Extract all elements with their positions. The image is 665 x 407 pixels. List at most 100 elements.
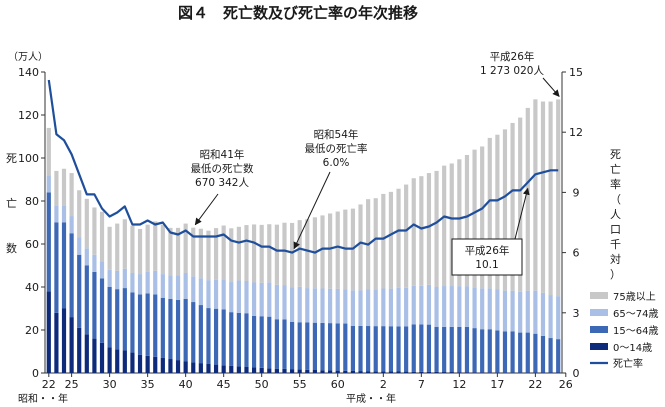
bar-age-15-64 (198, 305, 203, 364)
annotation-latest-deaths: 平成26年 (490, 50, 535, 63)
bar-age-15-64 (122, 288, 127, 351)
bar-age-0-14 (312, 369, 317, 373)
legend-label: 15～64歳 (613, 325, 658, 337)
bar-age-0-14 (525, 372, 530, 373)
bar-age-15-64 (267, 316, 272, 369)
bar-age-65-74 (145, 271, 150, 294)
bar-age-0-14 (358, 371, 363, 373)
bar-age-15-64 (92, 271, 97, 339)
bar-age-75-plus (77, 190, 82, 238)
bar-age-65-74 (472, 287, 477, 329)
bar-age-15-64 (236, 312, 241, 367)
bar-age-65-74 (282, 285, 287, 320)
bar-age-75-plus (328, 213, 333, 289)
x-tick-label: 26 (559, 378, 573, 391)
bar-age-65-74 (411, 285, 416, 325)
bar-age-0-14 (480, 372, 485, 373)
bar-age-65-74 (46, 175, 51, 193)
bar-age-65-74 (464, 286, 470, 327)
bar-age-65-74 (442, 286, 447, 327)
bar-age-0-14 (229, 365, 234, 373)
bar-age-65-74 (130, 273, 135, 293)
right-axis-label-char: 率 (610, 177, 621, 191)
bar-age-65-74 (236, 280, 241, 313)
bar-age-0-14 (46, 291, 51, 373)
bar-age-65-74 (502, 290, 508, 332)
bar-age-75-plus (373, 198, 378, 290)
bar-age-15-64 (191, 302, 196, 363)
bar-age-15-64 (312, 322, 317, 370)
right-tick-label: 0 (573, 367, 580, 380)
bar-age-15-64 (449, 326, 454, 373)
bar-age-0-14 (77, 327, 82, 373)
bar-age-15-64 (350, 325, 356, 371)
bar-age-75-plus (426, 173, 432, 285)
bar-age-75-plus (46, 127, 51, 176)
axes (41, 71, 567, 377)
bar-age-65-74 (274, 284, 279, 320)
bar-age-65-74 (99, 261, 105, 279)
left-tick-label: 140 (18, 66, 39, 79)
bar-age-0-14 (548, 372, 553, 373)
bar-age-65-74 (54, 205, 59, 223)
bar-age-75-plus (137, 228, 143, 275)
bar-age-15-64 (54, 222, 59, 313)
left-axis-unit: （万人） (8, 51, 48, 63)
bar-age-0-14 (61, 308, 67, 373)
bar-age-65-74 (183, 273, 188, 299)
bar-age-15-64 (115, 289, 120, 350)
era-label-heisei: 平成・・年 (346, 392, 396, 405)
bar-age-75-plus (213, 228, 219, 280)
bar-age-75-plus (449, 163, 454, 287)
bar-age-65-74 (84, 248, 89, 266)
bar-age-65-74 (396, 287, 401, 327)
bar-age-65-74 (358, 290, 363, 326)
bar-age-75-plus (419, 176, 424, 286)
bar-age-75-plus (61, 168, 67, 206)
bar-age-65-74 (122, 268, 127, 289)
annotation-min-rate: 最低の死亡率 (305, 142, 368, 155)
bar-age-15-64 (145, 293, 150, 356)
bar-age-0-14 (191, 362, 196, 373)
bar-age-15-64 (183, 298, 188, 362)
bar-age-0-14 (244, 366, 249, 373)
right-tick-label: 3 (573, 307, 580, 320)
x-tick-label: 22 (528, 378, 542, 391)
annotation-latest-deaths-arrow (542, 77, 560, 97)
bar-age-75-plus (335, 211, 340, 289)
bar-age-75-plus (153, 221, 158, 271)
bar-age-15-64 (487, 329, 492, 373)
bar-age-65-74 (297, 286, 302, 323)
right-tick-label: 6 (573, 247, 580, 260)
bar-age-65-74 (312, 288, 317, 323)
bar-age-75-plus (168, 227, 173, 276)
bar-age-65-74 (259, 282, 264, 317)
bar-age-65-74 (77, 237, 82, 255)
bar-age-15-64 (282, 319, 287, 369)
left-tick-label: 20 (25, 324, 39, 337)
bar-age-0-14 (183, 361, 188, 373)
right-axis-label-char: ） (610, 268, 621, 281)
bar-age-65-74 (61, 205, 67, 223)
bar-age-15-64 (442, 326, 447, 373)
x-tick-label: 30 (103, 378, 117, 391)
bar-age-65-74 (487, 288, 492, 330)
x-tick-label: 50 (255, 378, 269, 391)
bar-age-75-plus (472, 149, 477, 288)
x-tick-label: 55 (293, 378, 307, 391)
bar-age-65-74 (153, 270, 158, 295)
bar-age-0-14 (213, 364, 219, 373)
chart-title: 図４ 死亡数及び死亡率の年次推移 (178, 4, 418, 22)
bar-age-75-plus (457, 159, 462, 287)
bar-age-65-74 (229, 282, 234, 313)
bar-age-0-14 (168, 359, 173, 373)
bar-age-0-14 (130, 352, 135, 373)
bar-age-15-64 (480, 329, 485, 373)
bar-age-75-plus (297, 220, 302, 287)
bar-age-75-plus (320, 215, 325, 289)
bar-age-15-64 (533, 333, 538, 373)
bar-age-15-64 (510, 331, 515, 373)
x-tick-label: 12 (452, 378, 466, 391)
bar-age-0-14 (434, 371, 439, 373)
